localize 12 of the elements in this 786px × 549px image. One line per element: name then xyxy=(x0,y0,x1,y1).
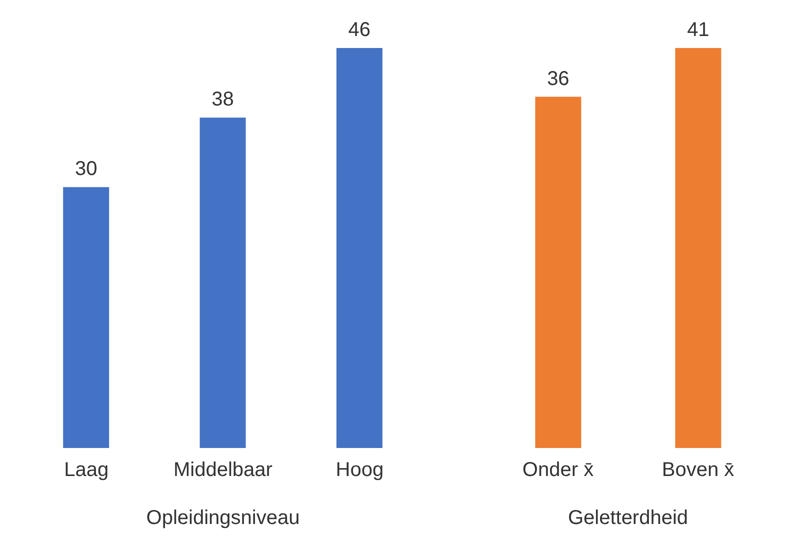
x-tick-label: Middelbaar xyxy=(174,459,273,482)
data-label: 41 xyxy=(687,19,710,41)
x-tick-label: Hoog xyxy=(336,459,384,482)
x-axis-title: Opleidingsniveau xyxy=(146,507,300,529)
x-tick-label: Laag xyxy=(64,459,109,482)
data-label: 30 xyxy=(74,158,98,180)
data-label: 38 xyxy=(212,88,234,111)
x-tick-label: Onder x̄ xyxy=(522,459,594,482)
x-axis-title: Geletterdheid xyxy=(568,507,688,529)
x-tick-label: Boven x̄ xyxy=(662,459,734,482)
data-label: 36 xyxy=(547,68,570,90)
data-label: 46 xyxy=(348,19,371,41)
